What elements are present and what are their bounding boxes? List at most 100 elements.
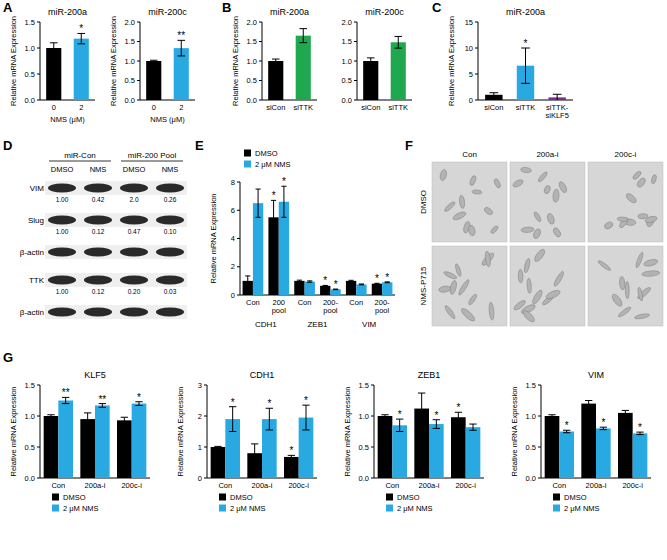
y-tick (237, 182, 240, 183)
figure: ABCDEFGmiR-200aRelative mRNA Expression0… (0, 0, 667, 560)
y-tick-label: 0.0 (526, 474, 536, 483)
blot-band (84, 276, 112, 285)
y-axis-label: Relative mRNA Expression (510, 386, 519, 476)
y-tick-label: 2.0 (125, 18, 135, 27)
y-axis-label: Relative mRNA Expression (231, 16, 240, 106)
cell (521, 227, 534, 233)
y-tick-label: 1.0 (526, 412, 536, 421)
blot-band (84, 216, 112, 225)
error-bar (418, 393, 425, 424)
y-axis (40, 385, 41, 478)
cell (522, 309, 537, 324)
micrograph (432, 246, 507, 326)
significance: * (289, 445, 293, 456)
group-label: ZEB1 (307, 320, 328, 329)
panel-label: F (405, 138, 413, 153)
x-tick-label: 200a-i (419, 481, 440, 490)
x-tick-label-line: 200c-i (455, 481, 476, 490)
bar (451, 417, 466, 478)
legend-label: 2 μM NMS (230, 504, 266, 513)
y-tick-label: 0.0 (125, 96, 135, 105)
error-bar (394, 36, 402, 48)
row-label: TTK (29, 276, 45, 285)
band-quantification: 0.12 (92, 288, 105, 295)
error-bar (622, 410, 629, 415)
x-tick-label-line: siCon (484, 103, 503, 112)
bar (284, 457, 299, 478)
x-tick-label: 200c-i (121, 481, 142, 490)
error-bar (396, 419, 403, 431)
x-tick-label-line: pool (323, 306, 338, 315)
row-label: β-actin (20, 248, 44, 257)
error-bar (272, 59, 280, 63)
y-tick (354, 41, 357, 42)
y-tick-label: 0.5 (526, 443, 536, 452)
x-tick-label: 200c-i (288, 481, 309, 490)
x-axis-label: NMS (μM) (150, 115, 185, 124)
chart-title: miR-200c (365, 7, 404, 17)
panel-label: G (3, 350, 13, 365)
y-axis-label: Relative mRNA Expression (9, 386, 18, 476)
error-bar (469, 424, 476, 430)
chart: ZEB1Relative mRNA Expression0.00.51.01.5… (343, 370, 484, 513)
bar (633, 433, 648, 478)
x-tick-label: siCon (266, 103, 285, 112)
cell (537, 171, 548, 183)
cell (439, 169, 447, 181)
micrographs: Con200a-i200c-iDMSONMS-P715 (419, 150, 663, 326)
y-axis-label: Relative mRNA Expression (176, 386, 185, 476)
error-bar (214, 446, 221, 447)
significance: * (334, 279, 338, 290)
cell (558, 181, 568, 194)
x-tick-label-line: 200a-i (586, 481, 607, 490)
group-label: miR-200 Pool (128, 151, 177, 160)
x-tick-label-line: Con (246, 298, 260, 307)
legend-label: DMSO (564, 493, 587, 502)
x-tick-label-line: 0 (152, 103, 156, 112)
cell (452, 210, 467, 221)
bar (559, 432, 574, 479)
y-tick (237, 210, 240, 211)
significance: * (304, 395, 308, 406)
significance: * (323, 275, 327, 286)
cell (488, 302, 494, 320)
blot-band (48, 248, 76, 257)
cell (512, 178, 524, 188)
y-tick (259, 100, 262, 101)
bar (545, 416, 560, 478)
legend-swatch (386, 494, 393, 501)
y-tick (204, 385, 207, 386)
y-tick-label: 1.0 (359, 412, 369, 421)
x-tick-label-line: 2 (179, 103, 183, 112)
error-bar (349, 280, 354, 281)
cell (632, 170, 642, 180)
x-tick-label: 200a-i (586, 481, 607, 490)
x-tick-label-line: Con (51, 481, 65, 490)
bar (146, 61, 161, 100)
y-axis-label: Relative mRNA Expression (9, 16, 18, 106)
bar (392, 425, 407, 478)
y-tick (354, 22, 357, 23)
legend-label: DMSO (397, 493, 420, 502)
x-tick-label: siTTK (293, 103, 313, 112)
y-tick (538, 416, 541, 417)
cell (610, 293, 623, 308)
significance: * (398, 409, 402, 420)
x-tick-label-line: 200a-i (419, 481, 440, 490)
blot-band (156, 248, 184, 257)
x-tick-label: Con (298, 298, 312, 307)
y-tick-label: 1.0 (125, 57, 135, 66)
y-tick (259, 80, 262, 81)
chart: Relative mRNA Expression02468******Con20… (209, 149, 395, 329)
legend-label: 2 μM NMS (63, 504, 99, 513)
y-tick-label: 2.0 (247, 18, 257, 27)
row-label: β-actin (20, 308, 44, 317)
cell (619, 276, 625, 290)
cell (438, 285, 451, 293)
lane-label: DMSO (51, 165, 74, 174)
significance: * (385, 272, 389, 283)
x-tick-label: 200-pool (323, 298, 339, 315)
legend-swatch (52, 494, 59, 501)
column-label: Con (462, 150, 477, 159)
bar (80, 419, 95, 478)
